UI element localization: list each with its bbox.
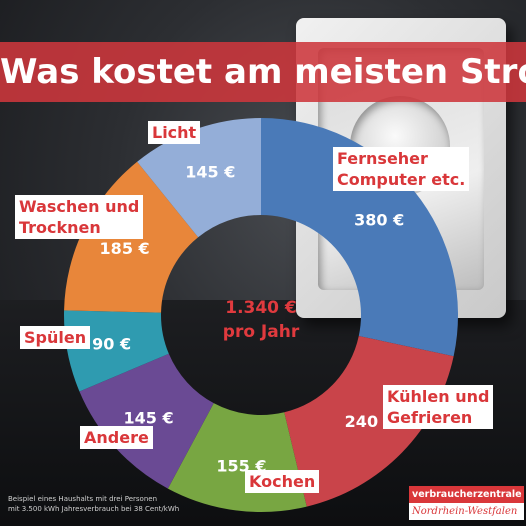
category-label-light: Licht: [148, 121, 201, 144]
category-label-line: Kühlen und: [387, 387, 490, 406]
footnote: Beispiel eines Haushalts mit drei Person…: [8, 494, 228, 514]
page-title: Was kostet am meisten Strom?: [0, 52, 526, 92]
category-label-line: Trocknen: [19, 218, 101, 237]
brand-region: Nordrhein-Westfalen: [409, 503, 524, 520]
slice-value-label: 145 €: [185, 163, 235, 182]
category-label-line: Spülen: [24, 328, 87, 347]
title-banner: [0, 42, 526, 102]
slice-value-label: 145 €: [124, 408, 174, 427]
brand-name: verbraucherzentrale: [409, 486, 524, 503]
category-label-line: Kochen: [249, 472, 316, 491]
category-label-other: Andere: [80, 426, 153, 449]
footnote-line: mit 3.500 kWh Jahresverbrauch bei 38 Cen…: [8, 505, 180, 513]
donut-slice: [284, 335, 454, 507]
category-label-laundry: Waschen und Trocknen: [15, 195, 144, 239]
slice-value-label: 90 €: [92, 334, 131, 353]
center-total: 1.340 €: [225, 298, 297, 318]
donut-slice: [137, 118, 261, 238]
slice-value-label: 380 €: [354, 210, 404, 229]
donut-slice: [63, 310, 169, 392]
center-subtitle: pro Jahr: [223, 322, 300, 342]
category-label-line: Andere: [84, 428, 149, 447]
category-label-line: Fernseher: [337, 149, 428, 168]
slice-value-label: 185 €: [100, 239, 150, 258]
slice-value-label: 240 €: [345, 412, 395, 431]
category-label-cooling: Kühlen und Gefrieren: [383, 385, 494, 429]
footnote-line: Beispiel eines Haushalts mit drei Person…: [8, 495, 157, 503]
category-label-line: Waschen und: [19, 197, 140, 216]
donut-slice: [79, 353, 214, 489]
category-label-line: Computer etc.: [337, 170, 466, 189]
category-label-tv-computer: Fernseher Computer etc.: [333, 147, 470, 191]
category-label-line: Licht: [152, 123, 197, 142]
category-label-line: Gefrieren: [387, 408, 473, 427]
brand-logo: verbraucherzentrale Nordrhein-Westfalen: [409, 486, 524, 522]
category-label-cooking: Kochen: [245, 470, 320, 493]
slice-values: 380 €240 €155 €145 €90 €185 €145 €: [92, 163, 404, 476]
category-label-dishwashing: Spülen: [20, 326, 91, 349]
donut-slice: [261, 118, 458, 357]
